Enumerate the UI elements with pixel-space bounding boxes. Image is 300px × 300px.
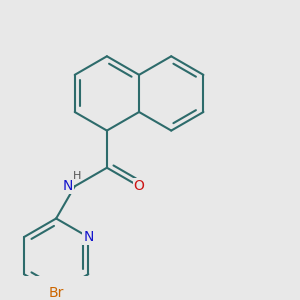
Text: Br: Br bbox=[49, 286, 64, 300]
Text: N: N bbox=[83, 230, 94, 244]
Text: H: H bbox=[73, 171, 82, 181]
Text: N: N bbox=[63, 179, 73, 193]
Text: O: O bbox=[134, 179, 145, 193]
